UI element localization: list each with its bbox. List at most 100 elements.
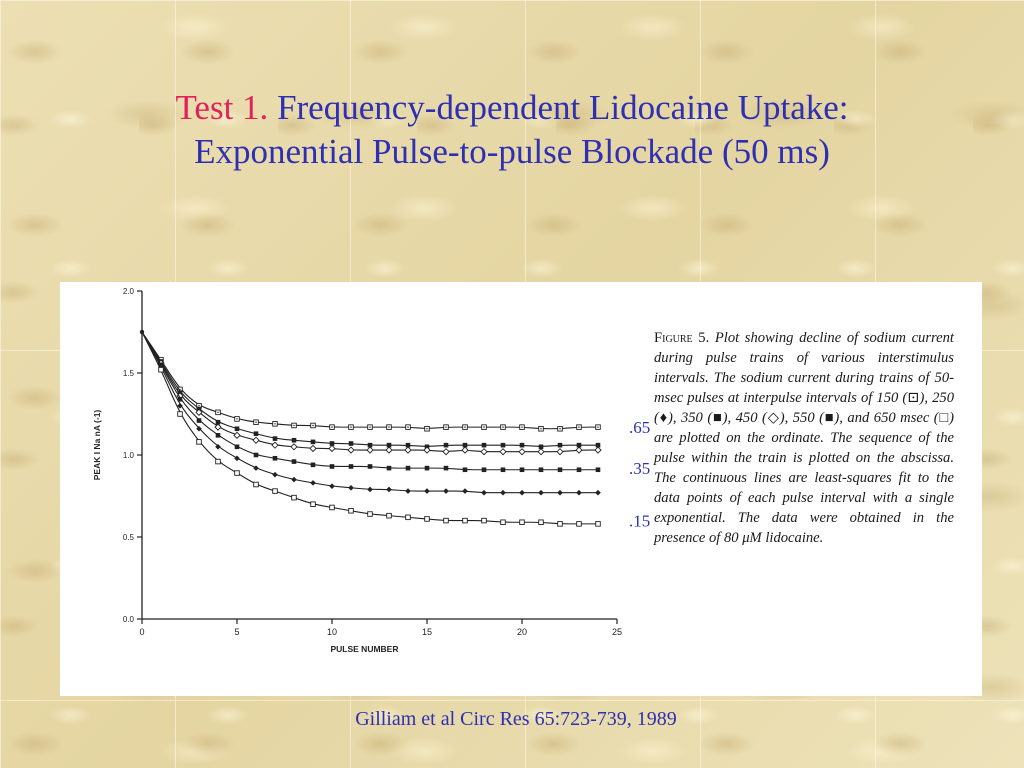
series-4-point xyxy=(500,467,506,473)
series-1-point-dot xyxy=(445,426,447,428)
series-3-point xyxy=(195,408,203,416)
series-1-point-dot xyxy=(255,421,257,423)
series-1-point-dot xyxy=(217,411,219,414)
series-6-point xyxy=(386,512,392,519)
series-2-point xyxy=(272,436,278,441)
series-4-point xyxy=(462,467,468,473)
series-5-point xyxy=(500,489,506,496)
title-line-1-text: Frequency-dependent Lidocaine Uptake: xyxy=(277,88,849,127)
series-1-point-dot xyxy=(578,426,580,428)
series-3-point xyxy=(537,448,545,456)
series-1-point-dot xyxy=(559,428,561,430)
x-tick-label: 10 xyxy=(327,627,337,637)
series-2-point xyxy=(538,444,544,450)
y-tick-label: 0.5 xyxy=(123,533,135,542)
curve-annotation-3: .15 xyxy=(629,512,650,531)
series-2-point xyxy=(481,442,487,448)
series-1-point-dot xyxy=(331,426,333,428)
series-4-point xyxy=(557,467,563,473)
series-4-point xyxy=(424,465,430,471)
series-4-point xyxy=(196,418,202,423)
series-5-point xyxy=(481,489,487,496)
series-5-point xyxy=(215,444,221,450)
series-1-point-dot xyxy=(388,426,390,428)
series-6-point xyxy=(424,516,430,522)
series-6-point xyxy=(196,439,202,445)
series-6-point xyxy=(576,521,582,527)
series-6-point xyxy=(329,504,335,511)
series-2-point xyxy=(500,442,506,448)
series-6-point xyxy=(481,517,487,524)
y-tick-label: 2.0 xyxy=(123,287,135,296)
series-6-point xyxy=(538,519,544,525)
series-3-point xyxy=(233,431,241,439)
series-2-point xyxy=(215,419,221,425)
series-6-point xyxy=(348,508,354,514)
series-4-point xyxy=(519,467,525,473)
series-1-point-dot xyxy=(312,424,314,427)
series-2-point xyxy=(310,439,316,445)
x-tick-label: 5 xyxy=(234,627,239,637)
series-2-point xyxy=(329,441,335,446)
series-6-point xyxy=(291,494,297,501)
title-line-1: Test 1. Frequency-dependent Lidocaine Up… xyxy=(0,86,1024,130)
y-tick-label: 0.0 xyxy=(123,615,135,624)
series-6-point xyxy=(405,514,411,521)
series-3-point xyxy=(328,444,336,453)
series-2-point xyxy=(253,431,259,436)
series-3-point xyxy=(290,443,298,451)
series-3-point xyxy=(404,446,412,454)
series-6-point xyxy=(177,411,183,417)
series-3-point xyxy=(385,446,393,454)
series-3-point xyxy=(461,446,469,454)
series-5-point xyxy=(443,488,449,494)
series-1-point-dot xyxy=(521,426,523,428)
series-1-point-dot xyxy=(198,405,200,407)
series-3-point xyxy=(423,446,431,454)
series-6-point xyxy=(557,521,563,527)
series-4-point xyxy=(405,465,411,471)
series-4-point xyxy=(310,462,316,468)
slide-title: Test 1. Frequency-dependent Lidocaine Up… xyxy=(0,86,1024,174)
series-1-fit-line xyxy=(141,331,598,430)
x-tick-label: 15 xyxy=(422,627,432,637)
series-2-point xyxy=(443,442,449,448)
series-5-point xyxy=(253,465,259,471)
series-6-fit-line xyxy=(141,331,598,525)
series-3-point xyxy=(366,446,374,454)
series-5-point xyxy=(576,489,582,496)
citation: Gilliam et al Circ Res 65:723-739, 1989 xyxy=(355,708,677,730)
series-6-point xyxy=(367,511,373,517)
curve-annotation-1: .65 xyxy=(629,418,650,437)
series-5-point xyxy=(386,486,392,493)
title-prefix: Test 1. xyxy=(175,88,269,127)
series-1-point-dot xyxy=(407,426,409,428)
series-4-point xyxy=(177,396,183,402)
series-6-point xyxy=(272,488,278,494)
series-2-point xyxy=(386,442,392,448)
series-5-point xyxy=(538,489,544,496)
series-1-point-dot xyxy=(369,426,371,428)
series-6-point xyxy=(595,521,601,527)
series-2-fit-line xyxy=(141,331,598,447)
series-6-point xyxy=(234,470,240,476)
series-3-point xyxy=(499,448,507,456)
series-5-point xyxy=(310,480,316,486)
series-1-point-dot xyxy=(502,426,504,428)
x-tick-label: 20 xyxy=(517,627,527,637)
series-4-point xyxy=(386,465,392,471)
series-1-point-dot xyxy=(597,426,599,428)
series-2-point xyxy=(595,442,601,448)
series-4-point xyxy=(272,455,278,461)
series-1-point-dot xyxy=(426,428,428,430)
series-2-point xyxy=(519,442,525,448)
series-4-point xyxy=(291,459,297,464)
chart: 0.0 0.5 1.0 1.5 2.0 0 5 10 15 20 25 PULSE NUMBER PEA… xyxy=(92,287,650,654)
series-4-point xyxy=(215,433,221,438)
series-2-point xyxy=(348,441,354,446)
series-5-point xyxy=(595,489,601,496)
series-2-point xyxy=(557,442,563,448)
series-5-point xyxy=(367,486,373,493)
series-4-point xyxy=(595,467,601,473)
series-1-point-dot xyxy=(350,426,352,428)
